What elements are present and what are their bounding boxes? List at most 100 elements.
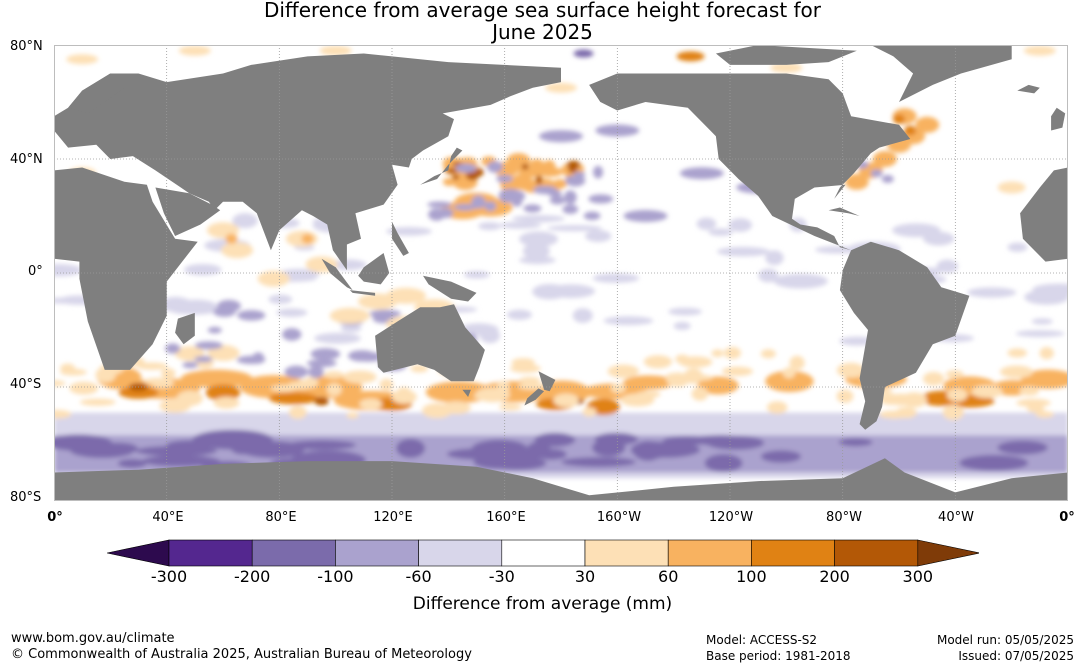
anomaly-patch	[473, 393, 505, 401]
anomaly-patch	[836, 362, 865, 378]
anomaly-patch	[724, 346, 741, 360]
anomaly-patch	[141, 455, 220, 467]
anomaly-patch	[506, 309, 532, 320]
map-frame	[54, 45, 1068, 501]
anomaly-patch	[512, 215, 565, 223]
land-africa	[54, 167, 198, 370]
anomaly-patch	[765, 250, 784, 266]
anomaly-patch	[268, 392, 318, 405]
anomaly-patch	[463, 271, 490, 279]
anomaly-patch	[396, 438, 426, 458]
colorbar-segment	[751, 539, 835, 567]
land-nz-south	[524, 388, 545, 406]
anomaly-patch	[620, 393, 655, 407]
anomaly-patch	[54, 434, 112, 451]
land-alaska-west	[589, 84, 618, 102]
anomaly-patch	[607, 364, 640, 379]
colorbar-tick-label: -200	[234, 567, 271, 586]
anomaly-patch	[895, 407, 917, 419]
anomaly-patch	[553, 393, 580, 408]
anomaly-patch	[217, 299, 241, 313]
model-name: Model: ACCESS-S2	[706, 633, 818, 647]
anomaly-patch	[117, 459, 147, 468]
lon-label-120w: 120°W	[708, 510, 754, 525]
anomaly-patch	[340, 324, 362, 333]
anomaly-patch	[471, 439, 528, 459]
anomaly-patch	[623, 375, 675, 390]
anomaly-patch	[517, 382, 547, 390]
lon-label-40e: 40°E	[152, 510, 184, 525]
anomaly-patch	[971, 385, 1003, 399]
anomaly-patch	[697, 376, 739, 395]
anomaly-patch	[194, 341, 223, 350]
anomaly-patch	[721, 366, 754, 377]
anomaly-patch	[143, 377, 174, 385]
anomaly-patch	[314, 332, 361, 344]
anomaly-patch	[564, 190, 577, 205]
land-antarctica	[54, 458, 1068, 501]
anomaly-patch	[230, 439, 256, 455]
anomaly-patch	[549, 196, 566, 205]
anomaly-patch	[1026, 404, 1045, 413]
land-west-africa	[1020, 167, 1068, 262]
anomaly-patch	[441, 401, 471, 415]
lon-label-120e: 120°E	[373, 510, 413, 525]
anomaly-patch	[529, 159, 544, 170]
colorbar-upper-extension	[917, 539, 979, 567]
anomaly-patch	[284, 365, 309, 379]
anomaly-patch	[522, 243, 550, 260]
anomaly-patch	[386, 287, 427, 304]
anomaly-patch	[465, 170, 480, 181]
anomaly-patch	[509, 190, 526, 202]
anomaly-patch	[566, 160, 581, 169]
map-subtitle: June 2025	[492, 20, 593, 44]
anomaly-patch	[301, 233, 314, 244]
anomaly-patch	[346, 412, 359, 419]
anomaly-patch	[711, 349, 724, 358]
anomaly-patch	[673, 321, 691, 331]
anomaly-patch	[328, 259, 367, 271]
anomaly-patch	[706, 435, 765, 450]
anomaly-patch	[915, 116, 940, 133]
lon-label-160w: 160°W	[596, 510, 642, 525]
colorbar-segment	[168, 539, 253, 567]
anomaly-patch	[542, 159, 556, 174]
anomaly-patch	[213, 396, 240, 409]
anomaly-patch	[1035, 411, 1054, 418]
anomaly-patch	[836, 389, 854, 403]
anomaly-patch	[708, 228, 734, 236]
anomaly-patch	[239, 441, 305, 458]
anomaly-patch	[758, 268, 779, 283]
lat-label-40s: 40°S	[10, 377, 42, 392]
anomaly-patch	[573, 171, 586, 178]
anomaly-patch	[478, 222, 501, 231]
anomaly-patch	[936, 259, 959, 274]
anomaly-patch	[623, 210, 668, 222]
anomaly-patch	[270, 384, 298, 392]
anomaly-patch	[521, 163, 529, 170]
anomaly-patch	[118, 386, 159, 399]
colorbar-segment	[667, 539, 752, 567]
anomaly-patch	[997, 181, 1026, 194]
lat-label-80s: 80°S	[10, 490, 42, 505]
lat-label-80n: 80°N	[10, 39, 43, 54]
anomaly-patch	[178, 45, 211, 56]
colorbar-segment	[251, 539, 336, 567]
anomaly-patch	[455, 176, 470, 187]
anomaly-patch	[886, 393, 916, 406]
land-australia	[375, 304, 485, 382]
anomaly-patch	[603, 316, 654, 326]
anomaly-patch	[510, 364, 541, 373]
land-japan	[420, 147, 463, 185]
map-title: Difference from average sea surface heig…	[263, 0, 822, 22]
anomaly-patch	[530, 178, 555, 187]
anomaly-patch	[539, 130, 583, 143]
colorbar-segment	[834, 539, 919, 567]
anomaly-patch	[573, 49, 594, 58]
anomaly-patch	[427, 201, 452, 208]
anomaly-patch	[479, 328, 501, 344]
anomaly-patch	[484, 201, 497, 212]
colorbar-segment	[418, 539, 503, 567]
anomaly-patch	[592, 273, 640, 283]
anomaly-patch	[288, 405, 307, 419]
